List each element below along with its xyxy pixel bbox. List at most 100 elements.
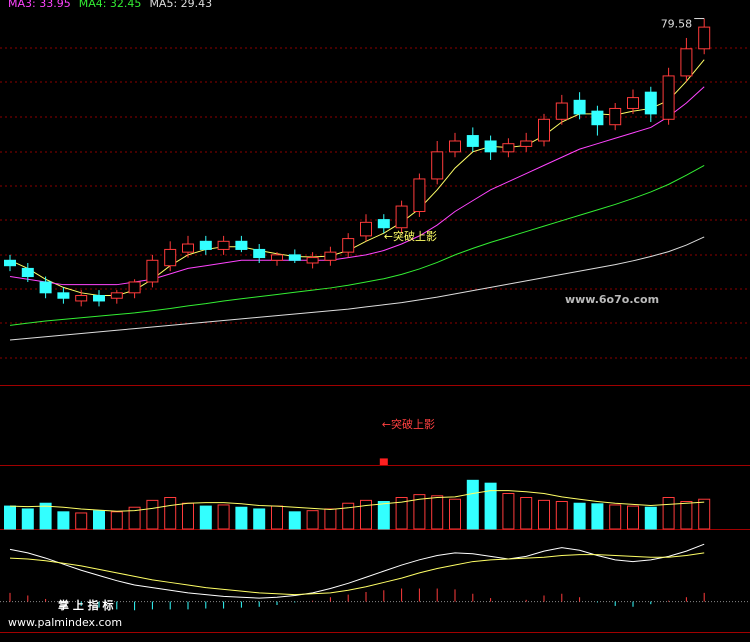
candle-body [555,102,568,120]
signal-bar [379,458,388,465]
legend-entry: MA3: 33.95 [8,0,71,10]
volume-bar [4,505,16,530]
candle-body [627,97,639,109]
volume-bar [306,510,319,530]
volume-bar [271,505,283,530]
legend: MA3: 33.95 MA4: 32.45 MA5: 29.43 [8,0,212,10]
volume-bar [57,511,70,530]
candle-body [306,257,319,264]
ma-line [9,236,705,341]
volume-bar [199,505,212,530]
volume-bar [609,504,622,530]
volume-bar [146,499,159,530]
volume-bar [93,510,105,530]
candle-body [39,281,52,294]
candle-body [57,292,70,299]
volume-bar [413,494,426,530]
candle-body [182,243,194,253]
volume-bar [502,492,515,530]
candle-body [680,48,693,77]
volume-bar [288,511,301,530]
volume-bar [573,502,586,530]
volume-bar [395,497,408,530]
candle-body [93,295,105,302]
panel-borders [0,385,750,633]
volume-bar [235,506,248,530]
candle-body [466,135,479,147]
candle-body [146,259,159,283]
candle-body [217,240,230,250]
candle-body [75,295,88,302]
candle-body [573,99,586,115]
ma-line [9,543,705,599]
volume-bar [627,505,639,530]
ma-line [9,490,705,512]
volume-bar [680,501,693,530]
volume-bar [360,499,372,530]
volume-bar [555,501,568,530]
ma-line [9,552,705,596]
volume-bar [128,506,141,530]
candle-body [395,205,408,229]
candle-body [360,221,372,237]
candle-body [538,118,550,142]
volume-bar [591,503,604,530]
volume-bar [538,499,550,530]
candle-body [413,178,426,212]
volume-bar [449,498,461,530]
candle-body [484,140,497,153]
candle-body [662,75,675,120]
max-label: 79.58 [661,18,693,31]
watermark: www.6o7o.com [565,293,659,306]
volume-bar [110,511,123,530]
volume-bar [698,498,711,530]
candle-body [520,140,533,147]
volume-bar [431,495,444,530]
candle-body [110,292,123,299]
volume-bar [662,497,675,530]
volume-bar [644,506,657,530]
candle-body [288,254,301,261]
signal-annotation: ←突破上影 [382,417,435,431]
volume-bar [164,497,177,530]
candle-body [431,151,444,180]
volume-bar [466,479,479,530]
footer-url: www.palmindex.com [8,616,122,629]
volume-bar [324,508,337,530]
candle-body [502,143,515,153]
volume-bar [377,501,390,530]
volume-bar [75,512,88,530]
volume-bar [520,497,533,530]
volume-bar [182,502,194,530]
volume-bar [484,482,497,530]
volume-bar [217,504,230,530]
candle-body [377,219,390,229]
price-grid [0,47,750,359]
volume-bar [21,508,34,530]
volume-bar [342,502,355,530]
legend-entry: MA5: 29.43 [149,0,212,10]
candle-body [253,248,266,259]
volume-bar [39,502,52,530]
ma-line [9,86,705,286]
candle-body [698,26,711,50]
candle-body [4,259,16,267]
candle-body [235,240,248,250]
candle-body [199,240,212,250]
candle-body [644,91,657,115]
candle-body [609,107,622,126]
candle-body [271,254,283,261]
footer-title: 掌 上 指 标 [58,598,114,612]
ma-line [9,59,705,297]
candle-body [591,110,604,126]
legend-entry: MA4: 32.45 [79,0,142,10]
candle-body [324,251,337,261]
candle-body [449,140,461,153]
volume-bar [253,508,266,530]
signal-annotation: ←突破上影 [384,229,437,243]
candle-body [128,281,141,294]
candle-body [164,248,177,267]
